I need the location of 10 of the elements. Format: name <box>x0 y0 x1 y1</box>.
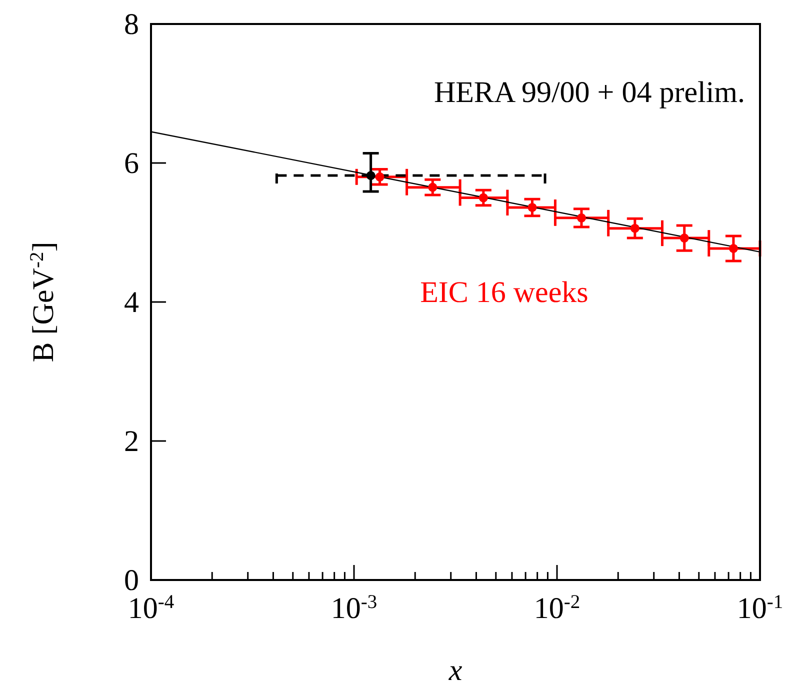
y-tick-label: 2 <box>124 425 139 458</box>
y-tick-label: 4 <box>124 286 139 319</box>
y-tick-label: 6 <box>124 147 139 180</box>
x-axis-title: x <box>448 654 463 687</box>
text: HERA 99/00 + 04 prelim. <box>434 76 746 109</box>
x-tick-label: 10$^{-1}$ <box>736 592 784 625</box>
x-tick-label: 10$^{-3}$ <box>330 592 378 625</box>
x-tick-label: 10$^{-2}$ <box>534 592 580 625</box>
series-label: EIC 16 weeks <box>420 276 588 309</box>
y-tick-label: 8 <box>124 8 139 41</box>
